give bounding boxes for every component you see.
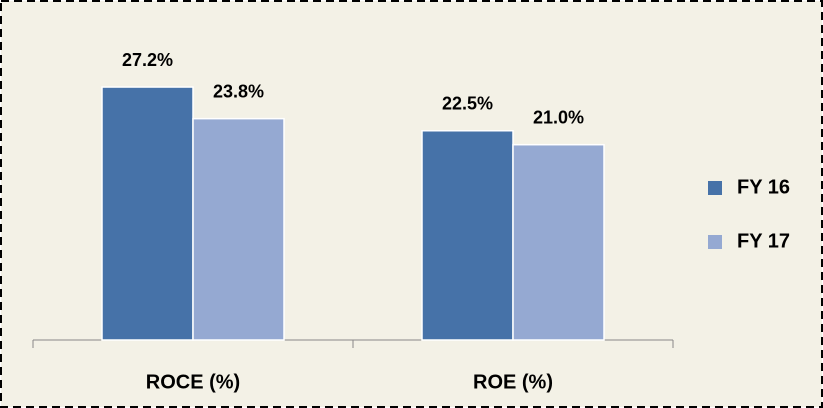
x-tick-label: ROCE (%) bbox=[146, 371, 240, 393]
value-label: 22.5% bbox=[442, 94, 493, 114]
x-tick-label: ROE (%) bbox=[473, 371, 553, 393]
legend-label: FY 16 bbox=[737, 176, 790, 198]
legend-label: FY 17 bbox=[737, 230, 790, 252]
value-label: 27.2% bbox=[122, 50, 173, 70]
bar bbox=[421, 130, 514, 341]
legend-swatch bbox=[708, 235, 722, 249]
bar bbox=[512, 143, 605, 341]
bar bbox=[101, 86, 194, 341]
bar bbox=[192, 117, 285, 341]
value-label: 21.0% bbox=[533, 107, 584, 127]
legend-swatch bbox=[708, 181, 722, 195]
value-label: 23.8% bbox=[213, 81, 264, 101]
